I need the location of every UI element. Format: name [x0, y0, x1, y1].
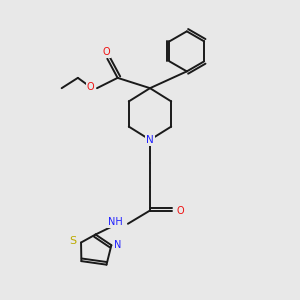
Text: O: O [103, 47, 110, 57]
Text: NH: NH [108, 217, 123, 227]
Text: N: N [146, 135, 154, 145]
Text: O: O [176, 206, 184, 215]
Text: N: N [114, 240, 122, 250]
Text: O: O [87, 82, 94, 92]
Text: S: S [69, 236, 76, 246]
